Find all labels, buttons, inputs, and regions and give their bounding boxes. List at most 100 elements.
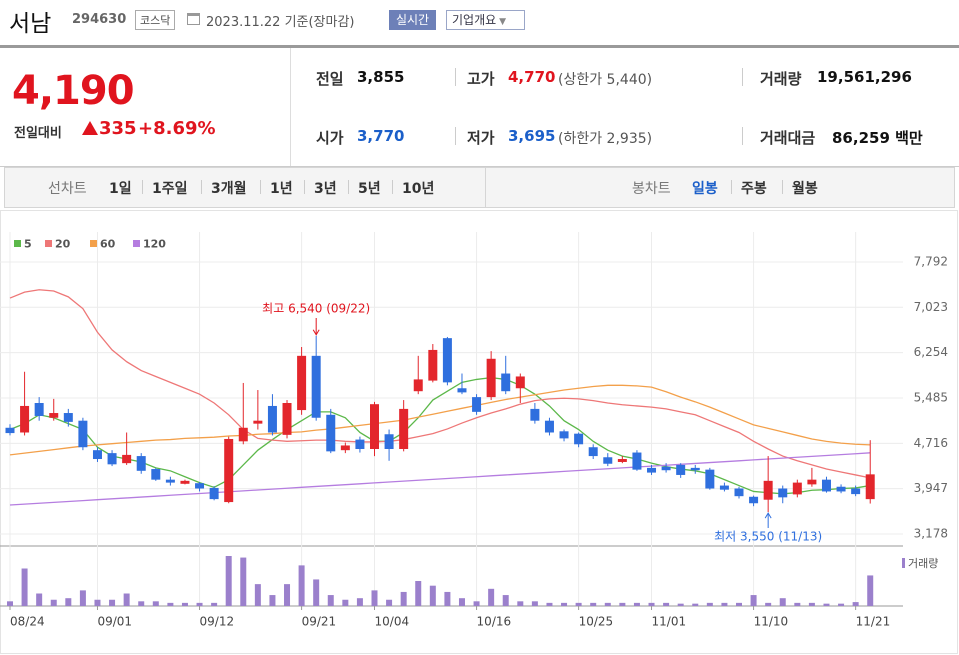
annotation: 최저 3,550 (11/13) bbox=[714, 530, 822, 544]
candle-body bbox=[749, 496, 759, 504]
volume-bar bbox=[546, 602, 553, 606]
x-tick-label: 09/12 bbox=[200, 615, 235, 629]
realtime-button[interactable]: 실시간 bbox=[389, 10, 436, 30]
tab[interactable]: 1주일 bbox=[152, 181, 188, 197]
y-tick-label: 7,023 bbox=[914, 300, 948, 314]
tab[interactable]: 1일 bbox=[109, 181, 132, 197]
tab[interactable]: 주봉 bbox=[741, 181, 767, 197]
quote-label: 거래대금 bbox=[760, 129, 816, 147]
legend-label: 60 bbox=[100, 238, 116, 251]
tab-sep bbox=[304, 180, 305, 194]
y-tick-label: 3,947 bbox=[914, 481, 948, 495]
volume-bar bbox=[7, 601, 13, 606]
volume-bar bbox=[269, 595, 276, 606]
candle-body bbox=[617, 459, 627, 462]
legend-swatch bbox=[90, 240, 97, 247]
candle-body bbox=[792, 482, 802, 495]
tab-sep bbox=[782, 180, 783, 194]
candle-body bbox=[778, 488, 788, 498]
volume-bar bbox=[123, 593, 130, 606]
tab[interactable]: 3개월 bbox=[211, 181, 247, 197]
candle-body bbox=[559, 431, 569, 439]
candle-body bbox=[515, 376, 525, 389]
quote-label: 전일 bbox=[316, 70, 344, 88]
price: 4,190 bbox=[12, 68, 135, 114]
up-triangle bbox=[82, 121, 98, 135]
legend-swatch bbox=[45, 240, 52, 247]
tab[interactable]: 3년 bbox=[314, 181, 337, 197]
volume-bar bbox=[386, 599, 393, 606]
volume-bar bbox=[663, 602, 670, 606]
company-dropdown[interactable]: 기업개요 ▼ bbox=[446, 10, 525, 30]
annotation: 최고 6,540 (09/22) bbox=[262, 302, 370, 316]
quote-value: 4,770 bbox=[508, 68, 556, 86]
volume-bar bbox=[838, 603, 845, 606]
tab[interactable]: 10년 bbox=[402, 181, 435, 197]
candle-body bbox=[282, 403, 292, 435]
candle-body bbox=[311, 355, 321, 418]
chart-frame bbox=[0, 210, 958, 654]
candle-body bbox=[63, 413, 73, 422]
x-tick-label: 09/21 bbox=[302, 615, 337, 629]
candle-body bbox=[384, 434, 394, 449]
candle-body bbox=[122, 454, 132, 464]
candle-body bbox=[588, 447, 598, 457]
candle-body bbox=[20, 405, 30, 433]
volume-bar bbox=[779, 598, 786, 606]
candle-body bbox=[821, 479, 831, 492]
volume-bar bbox=[458, 598, 465, 606]
candle-body bbox=[180, 480, 190, 484]
candle-body bbox=[428, 349, 438, 381]
volume-bar bbox=[240, 557, 247, 606]
y-tick-label: 6,254 bbox=[914, 345, 948, 359]
quote-label: 거래량 bbox=[760, 70, 802, 88]
tab[interactable]: 5년 bbox=[358, 181, 381, 197]
volume-bar bbox=[109, 599, 116, 606]
tab-active[interactable]: 일봉 bbox=[692, 181, 718, 197]
date: 2023.11.22 기준(장마감) bbox=[206, 15, 355, 30]
volume-bar bbox=[152, 601, 159, 606]
y-tick-label: 5,485 bbox=[914, 390, 948, 404]
tab-sep bbox=[201, 180, 202, 194]
volume-bar bbox=[429, 585, 436, 606]
candle-body bbox=[719, 485, 729, 490]
volume-bar bbox=[517, 601, 524, 606]
volume-bar bbox=[65, 598, 72, 606]
market-badge: 코스닥 bbox=[135, 10, 176, 30]
legend-label: 거래량 bbox=[908, 557, 938, 570]
quote-value: 3,855 bbox=[357, 68, 405, 86]
dropdown-arrow: ▼ bbox=[499, 17, 507, 27]
stock-code: 294630 bbox=[72, 12, 127, 27]
quote-value: 3,770 bbox=[357, 127, 405, 145]
volume-bar bbox=[313, 579, 320, 606]
volume-bar bbox=[808, 602, 815, 606]
quote-rule bbox=[0, 166, 959, 167]
volume-bar bbox=[677, 603, 684, 606]
y-tick-label: 7,792 bbox=[914, 254, 948, 268]
ma-line bbox=[9, 384, 871, 456]
candle-body bbox=[49, 413, 59, 418]
candle-body bbox=[661, 466, 671, 471]
legend-swatch bbox=[902, 558, 905, 568]
volume-bar bbox=[561, 602, 568, 606]
annotation-arrowhead bbox=[764, 512, 772, 519]
volume-bar bbox=[867, 575, 874, 606]
sep bbox=[455, 68, 456, 86]
candle-body bbox=[472, 397, 482, 412]
candle-body bbox=[851, 488, 861, 495]
volume-bar bbox=[254, 584, 261, 606]
candle-body bbox=[676, 464, 686, 475]
candle-body bbox=[690, 467, 700, 471]
tab-sep bbox=[731, 180, 732, 194]
tab[interactable]: 월봉 bbox=[792, 181, 818, 197]
volume-bar bbox=[721, 602, 728, 606]
candle-body bbox=[224, 438, 234, 503]
tab[interactable]: 1년 bbox=[270, 181, 293, 197]
price-box bbox=[0, 48, 291, 166]
volume-bar bbox=[823, 603, 830, 606]
tab-bar bbox=[4, 167, 955, 208]
volume-bar bbox=[356, 598, 363, 606]
candle-body bbox=[574, 433, 584, 445]
x-tick-label: 11/10 bbox=[754, 615, 789, 629]
